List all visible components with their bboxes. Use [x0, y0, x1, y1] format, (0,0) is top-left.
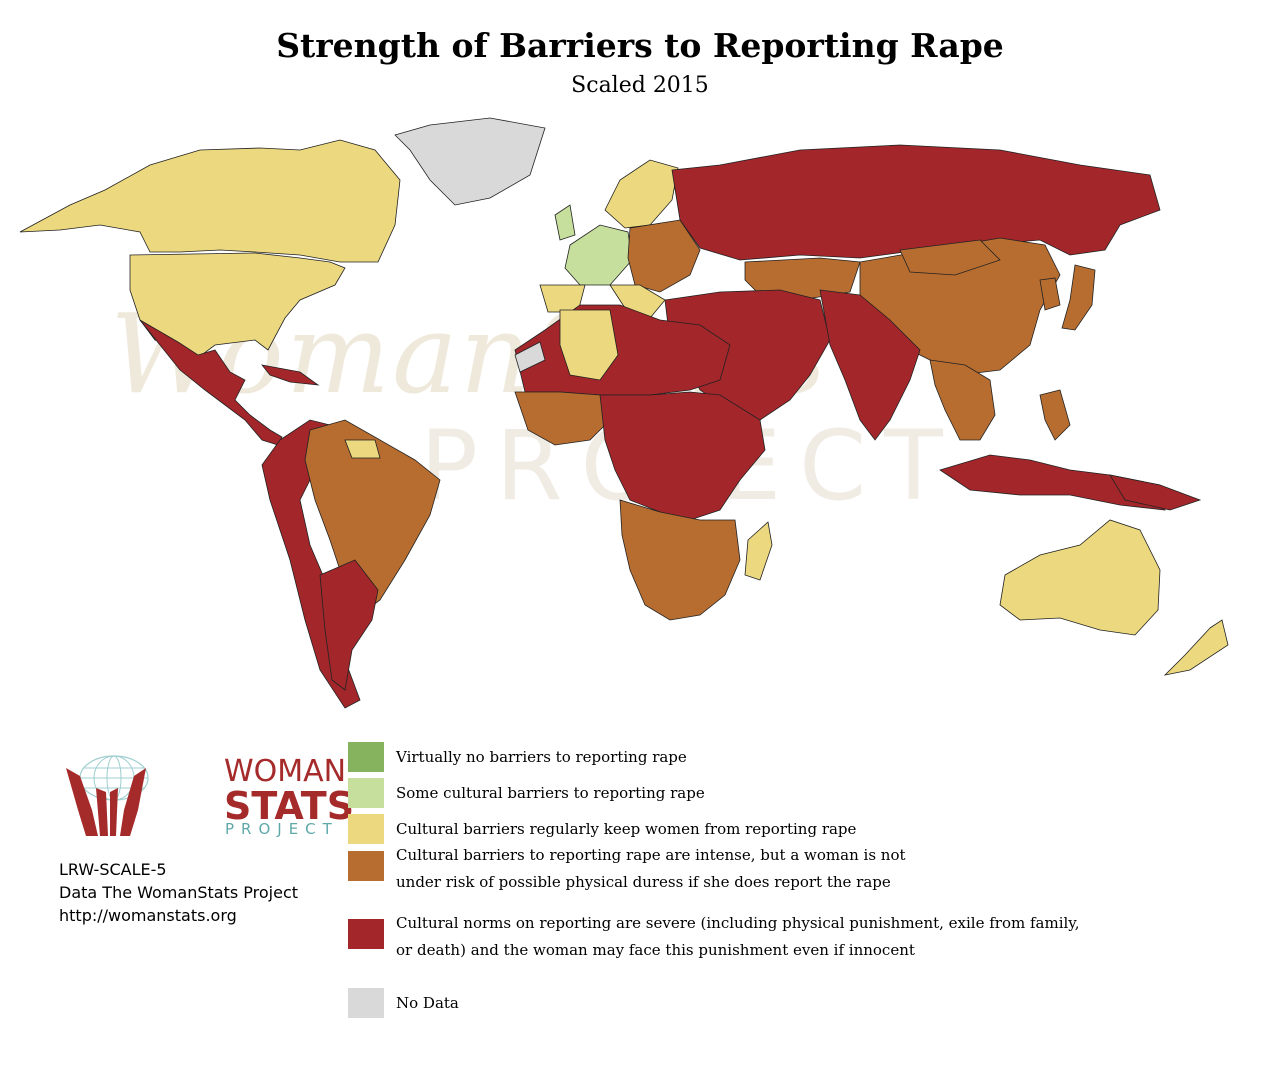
scale-code: LRW-SCALE-5 [59, 860, 167, 879]
legend-label: Some cultural barriers to reporting rape [396, 784, 705, 802]
map-subtitle: Scaled 2015 [571, 73, 709, 98]
region-russia [671, 144, 1161, 261]
legend-swatch [348, 778, 384, 808]
legend-swatch [348, 988, 384, 1018]
logo-word-project: PROJECT [225, 820, 339, 838]
region-mexico-central-america [139, 319, 283, 446]
legend-label: Cultural norms on reporting are severe (… [396, 914, 1080, 932]
region-southern-africa [619, 499, 741, 621]
region-western-sahara [514, 341, 546, 373]
map-title: Strength of Barriers to Reporting Rape [276, 26, 1004, 65]
region-new-zealand [1163, 619, 1229, 676]
source-url: http://womanstats.org [59, 906, 237, 925]
region-western-europe [564, 224, 633, 286]
region-scandinavia [604, 159, 679, 229]
logo-word-woman: WOMAN [224, 754, 347, 789]
region-central-east-africa [599, 391, 766, 521]
region-mongolia [899, 239, 1001, 276]
region-australia [999, 519, 1161, 636]
region-uk [554, 204, 576, 241]
region-argentina [319, 559, 379, 691]
region-southeast-asia [929, 359, 996, 441]
region-canada [19, 139, 401, 263]
region-south-asia [819, 289, 921, 441]
region-guianas [344, 439, 381, 459]
region-philippines [1039, 389, 1071, 441]
legend-swatch [348, 851, 384, 881]
data-source: Data The WomanStats Project [59, 883, 299, 902]
region-brazil [304, 419, 441, 616]
globe-hands-icon [66, 755, 149, 836]
logo-word-stats: STATS [224, 784, 355, 828]
legend-label: Cultural barriers regularly keep women f… [396, 820, 857, 838]
legend-label: No Data [396, 994, 459, 1012]
legend-label: Virtually no barriers to reporting rape [396, 748, 687, 766]
region-japan [1061, 264, 1096, 331]
region-madagascar [744, 521, 773, 581]
region-west-africa [514, 391, 611, 446]
region-algeria [559, 309, 619, 381]
region-usa [129, 252, 346, 361]
world-map [19, 117, 1229, 709]
region-korea [1039, 277, 1061, 311]
legend-swatch [348, 742, 384, 772]
womanstats-logo: WOMAN STATS PROJECT [62, 748, 354, 848]
region-greenland [394, 117, 546, 206]
region-papua [1109, 474, 1202, 511]
legend-label: or death) and the woman may face this pu… [396, 941, 915, 959]
credits: LRW-SCALE-5 Data The WomanStats Project … [59, 858, 298, 927]
region-caribbean [261, 364, 320, 386]
legend-swatch [348, 814, 384, 844]
legend-swatch [348, 919, 384, 949]
region-italy-balkans [609, 284, 666, 319]
legend-label: under risk of possible physical duress i… [396, 873, 891, 891]
legend-label: Cultural barriers to reporting rape are … [396, 846, 906, 864]
